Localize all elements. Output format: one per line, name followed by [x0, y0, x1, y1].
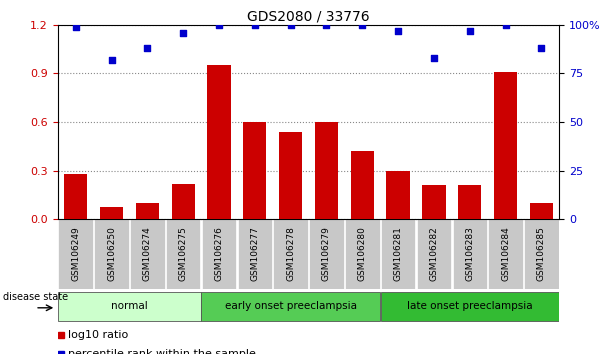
Title: GDS2080 / 33776: GDS2080 / 33776 [247, 10, 370, 24]
Bar [381, 292, 559, 321]
Text: GSM106285: GSM106285 [537, 227, 546, 281]
Bar [345, 219, 379, 289]
Point [393, 28, 403, 33]
Bar [315, 122, 338, 219]
Bar [494, 72, 517, 219]
Text: GSM106277: GSM106277 [250, 227, 260, 281]
Bar [488, 219, 523, 289]
Text: disease state: disease state [2, 292, 67, 302]
Point [501, 22, 511, 28]
Bar [309, 219, 344, 289]
Point [286, 22, 295, 28]
Text: GSM106283: GSM106283 [465, 227, 474, 281]
Bar [171, 184, 195, 219]
Point [322, 22, 331, 28]
Bar [452, 219, 487, 289]
Point [358, 22, 367, 28]
Bar [94, 219, 129, 289]
Bar [279, 132, 302, 219]
Bar [58, 292, 201, 321]
Text: GSM106279: GSM106279 [322, 227, 331, 281]
Point [106, 57, 116, 63]
Bar [64, 174, 88, 219]
Bar [201, 292, 380, 321]
Bar [423, 185, 446, 219]
Text: GSM106280: GSM106280 [358, 227, 367, 281]
Text: GSM106284: GSM106284 [501, 227, 510, 281]
Text: GSM106274: GSM106274 [143, 227, 152, 281]
Point [178, 30, 188, 35]
Bar [100, 206, 123, 219]
Point [250, 22, 260, 28]
Bar [524, 219, 559, 289]
Text: percentile rank within the sample: percentile rank within the sample [68, 349, 256, 354]
Text: GSM106275: GSM106275 [179, 227, 188, 281]
Point [537, 45, 547, 51]
Text: early onset preeclampsia: early onset preeclampsia [224, 301, 357, 311]
Bar [530, 203, 553, 219]
Text: GSM106250: GSM106250 [107, 227, 116, 281]
Bar [58, 219, 93, 289]
Point [465, 28, 475, 33]
Point [214, 22, 224, 28]
Text: GSM106278: GSM106278 [286, 227, 295, 281]
Bar [387, 171, 410, 219]
Bar [351, 152, 374, 219]
Bar [274, 219, 308, 289]
Text: GSM106281: GSM106281 [393, 227, 402, 281]
Bar [238, 219, 272, 289]
Bar [458, 185, 482, 219]
Text: normal: normal [111, 301, 148, 311]
Bar [202, 219, 236, 289]
Bar [207, 65, 230, 219]
Text: GSM106249: GSM106249 [71, 227, 80, 281]
Text: GSM106276: GSM106276 [215, 227, 224, 281]
Point [71, 24, 80, 29]
Bar [130, 219, 165, 289]
Bar [166, 219, 201, 289]
Text: log10 ratio: log10 ratio [68, 330, 128, 340]
Bar [136, 203, 159, 219]
Text: late onset preeclampsia: late onset preeclampsia [407, 301, 533, 311]
Bar [416, 219, 451, 289]
Text: GSM106282: GSM106282 [429, 227, 438, 281]
Point [429, 55, 439, 61]
Bar [243, 122, 266, 219]
Bar [381, 219, 415, 289]
Point [142, 45, 152, 51]
